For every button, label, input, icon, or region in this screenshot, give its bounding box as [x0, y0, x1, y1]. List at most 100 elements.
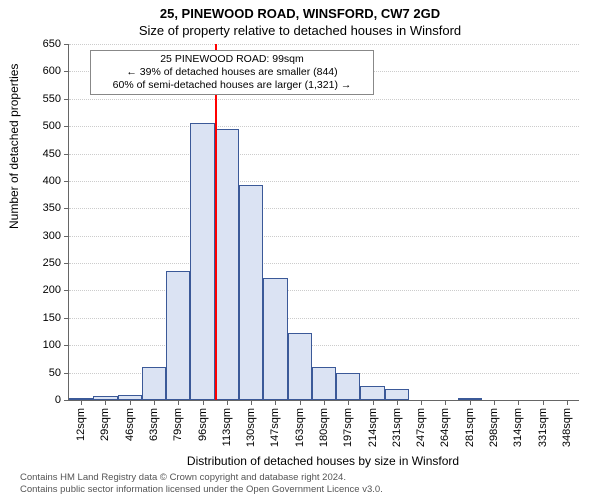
xtick-label: 163sqm [294, 408, 306, 447]
histogram-bar [215, 129, 239, 400]
gridline-h [69, 345, 579, 346]
histogram-bar [166, 271, 190, 400]
annotation-line-2: ← 39% of detached houses are smaller (84… [97, 66, 367, 79]
gridline-h [69, 208, 579, 209]
ytick-mark [64, 71, 69, 72]
reference-line [215, 44, 217, 400]
ytick-mark [64, 290, 69, 291]
xtick-mark [154, 400, 155, 405]
histogram-bar [336, 373, 360, 400]
xtick-mark [445, 400, 446, 405]
xtick-mark [275, 400, 276, 405]
ytick-label: 400 [43, 175, 61, 187]
ytick-label: 100 [43, 339, 61, 351]
xtick-label: 331sqm [537, 408, 549, 447]
ytick-mark [64, 400, 69, 401]
xtick-label: 298sqm [488, 408, 500, 447]
ytick-label: 350 [43, 202, 61, 214]
ytick-mark [64, 126, 69, 127]
xtick-label: 281sqm [464, 408, 476, 447]
ytick-label: 0 [55, 394, 61, 406]
xtick-mark [178, 400, 179, 405]
xtick-mark [348, 400, 349, 405]
ytick-label: 550 [43, 93, 61, 105]
ytick-mark [64, 99, 69, 100]
histogram-bar [239, 185, 263, 400]
xtick-mark [203, 400, 204, 405]
histogram-bar [142, 367, 166, 400]
gridline-h [69, 236, 579, 237]
xtick-label: 113sqm [221, 408, 233, 446]
xtick-label: 247sqm [415, 408, 427, 447]
histogram-bar [385, 389, 409, 400]
xtick-label: 197sqm [342, 408, 354, 447]
xtick-mark [81, 400, 82, 405]
annotation-line-3: 60% of semi-detached houses are larger (… [97, 79, 367, 92]
footer-line-1: Contains HM Land Registry data © Crown c… [20, 472, 600, 484]
histogram-bar [288, 333, 312, 400]
ytick-mark [64, 345, 69, 346]
xtick-label: 264sqm [439, 408, 451, 447]
xtick-label: 96sqm [197, 408, 209, 441]
gridline-h [69, 44, 579, 45]
xtick-mark [567, 400, 568, 405]
chart-title-main: 25, PINEWOOD ROAD, WINSFORD, CW7 2GD [0, 0, 600, 21]
histogram-bar [190, 123, 214, 400]
histogram-bar [263, 278, 287, 400]
chart-title-sub: Size of property relative to detached ho… [0, 21, 600, 38]
ytick-mark [64, 318, 69, 319]
xtick-mark [105, 400, 106, 405]
plot-area: 0501001502002503003504004505005506006501… [68, 44, 579, 401]
xtick-label: 46sqm [124, 408, 136, 441]
gridline-h [69, 154, 579, 155]
xtick-label: 180sqm [318, 408, 330, 447]
gridline-h [69, 318, 579, 319]
ytick-label: 300 [43, 230, 61, 242]
xtick-label: 130sqm [245, 408, 257, 447]
histogram-bar [312, 367, 336, 400]
ytick-mark [64, 208, 69, 209]
ytick-mark [64, 181, 69, 182]
xtick-label: 63sqm [148, 408, 160, 441]
ytick-label: 600 [43, 65, 61, 77]
gridline-h [69, 126, 579, 127]
gridline-h [69, 99, 579, 100]
xtick-label: 79sqm [172, 408, 184, 441]
annotation-box: 25 PINEWOOD ROAD: 99sqm ← 39% of detache… [90, 50, 374, 95]
histogram-bar [360, 386, 384, 400]
footer-line-2: Contains public sector information licen… [20, 484, 600, 496]
xtick-label: 147sqm [269, 408, 281, 447]
ytick-label: 450 [43, 148, 61, 160]
ytick-label: 150 [43, 312, 61, 324]
ytick-mark [64, 44, 69, 45]
ytick-label: 250 [43, 257, 61, 269]
xtick-label: 12sqm [75, 408, 87, 441]
ytick-mark [64, 373, 69, 374]
xtick-label: 348sqm [561, 408, 573, 447]
footer: Contains HM Land Registry data © Crown c… [0, 472, 600, 496]
xtick-mark [494, 400, 495, 405]
xtick-mark [300, 400, 301, 405]
xtick-label: 314sqm [512, 408, 524, 447]
ytick-mark [64, 154, 69, 155]
xtick-mark [397, 400, 398, 405]
xtick-mark [421, 400, 422, 405]
gridline-h [69, 181, 579, 182]
y-axis-label: Number of detached properties [7, 213, 21, 229]
x-axis-label: Distribution of detached houses by size … [68, 454, 578, 468]
xtick-mark [227, 400, 228, 405]
xtick-mark [373, 400, 374, 405]
xtick-mark [543, 400, 544, 405]
xtick-mark [518, 400, 519, 405]
gridline-h [69, 290, 579, 291]
ytick-label: 50 [49, 367, 61, 379]
xtick-mark [251, 400, 252, 405]
ytick-mark [64, 236, 69, 237]
xtick-mark [470, 400, 471, 405]
xtick-label: 214sqm [367, 408, 379, 447]
ytick-label: 650 [43, 38, 61, 50]
xtick-label: 231sqm [391, 408, 403, 447]
xtick-mark [130, 400, 131, 405]
annotation-line-1: 25 PINEWOOD ROAD: 99sqm [97, 53, 367, 66]
ytick-label: 500 [43, 120, 61, 132]
